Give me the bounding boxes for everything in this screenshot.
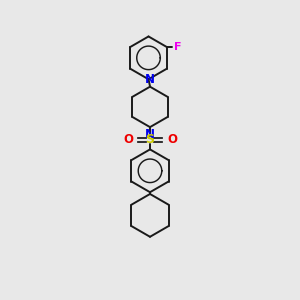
Text: S: S [146,133,154,146]
Text: N: N [145,128,155,141]
Text: N: N [145,73,155,85]
Text: O: O [167,133,177,146]
Text: F: F [174,42,181,52]
Text: O: O [123,133,133,146]
